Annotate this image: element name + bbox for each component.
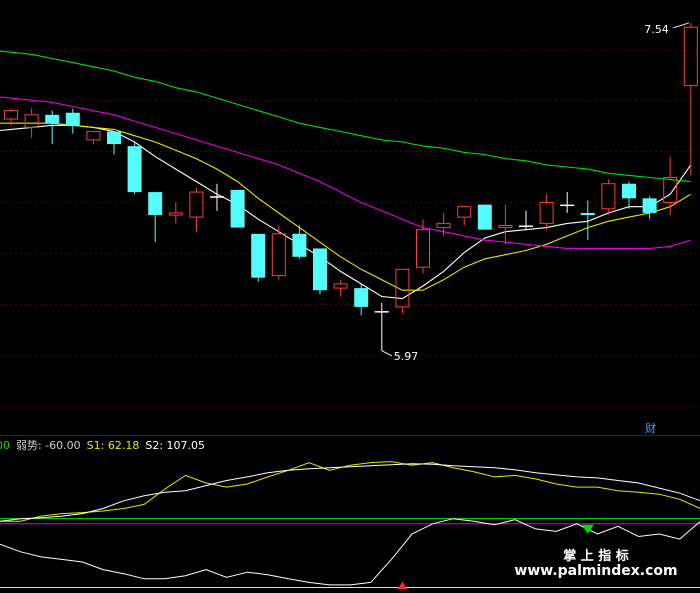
candle (45, 110, 60, 145)
candle (189, 187, 204, 232)
candle-body (416, 229, 430, 268)
candle-body (251, 233, 266, 278)
candle-body (107, 131, 121, 145)
indicator-line-1 (0, 463, 700, 522)
candle-body (210, 196, 224, 198)
candle-body (663, 176, 678, 204)
candle (560, 192, 575, 213)
candle-body (65, 112, 80, 126)
signal-marker (581, 524, 594, 534)
candle (4, 108, 18, 126)
candle (230, 189, 245, 228)
candle (168, 202, 183, 224)
candle (148, 192, 163, 243)
candle-body (374, 311, 389, 313)
candle (354, 283, 369, 316)
indicator-legend: 00 弱势: -60.00 S1: 62.18 S2: 107.05 (0, 439, 205, 452)
candle (210, 183, 224, 211)
candle-body (519, 225, 533, 227)
high-price-label: 7.54 (644, 23, 669, 36)
candle (313, 248, 327, 295)
candle (107, 131, 121, 155)
ma-line-0 (0, 124, 692, 300)
indicator-markers (397, 524, 594, 590)
candle-body (24, 114, 39, 128)
candle (683, 22, 698, 176)
candle-body (333, 283, 348, 289)
candle-body (477, 204, 492, 230)
candle (292, 225, 307, 259)
candle-body (354, 288, 369, 307)
high-pointer (672, 22, 689, 29)
price-annotations: 7.54 5.97 财 (381, 22, 689, 435)
candle-body (168, 212, 183, 216)
candle (457, 206, 472, 226)
candle-body (230, 189, 245, 228)
indicator-reference-lines (0, 518, 700, 588)
legend-entry: S2: 107.05 (145, 439, 205, 452)
main-panel-grid (0, 50, 700, 407)
watermark: 掌 上 指 标 www.palmindex.com (514, 548, 677, 579)
candle (622, 181, 636, 209)
candle-body (601, 183, 616, 210)
candle-body (498, 224, 513, 229)
candlesticks (4, 22, 698, 351)
ma-line-1 (0, 122, 692, 291)
candle (601, 179, 616, 216)
ma-line-2 (0, 96, 691, 249)
legend-entry: 弱势: -60.00 (16, 439, 81, 452)
candle (127, 141, 142, 195)
legend-entry: S1: 62.18 (87, 439, 140, 452)
candle-body (622, 183, 636, 199)
candle-body (189, 191, 204, 218)
candle-body (86, 131, 101, 141)
watermark-url: www.palmindex.com (514, 563, 677, 579)
candle-body (457, 206, 472, 218)
candle (24, 108, 39, 138)
candle-body (45, 114, 60, 124)
candle (333, 279, 348, 297)
candle-body (642, 198, 657, 213)
candle-body (580, 212, 595, 216)
candle (86, 131, 101, 145)
ma-line-3 (0, 50, 691, 183)
candle (580, 200, 595, 241)
candle (663, 156, 678, 216)
candle (539, 194, 554, 230)
candle (65, 108, 80, 134)
candle-body (292, 233, 307, 257)
candle-body (683, 26, 698, 87)
candle-body (313, 248, 327, 291)
candle (477, 204, 492, 230)
candle (374, 302, 389, 351)
legend-entry: 00 (0, 439, 10, 452)
candle-body (148, 192, 163, 216)
candle (436, 212, 451, 236)
candle (395, 268, 410, 314)
candle (271, 225, 286, 280)
candle (416, 219, 430, 274)
candle-body (560, 204, 575, 207)
finance-marker: 财 (645, 421, 656, 435)
low-pointer (381, 350, 393, 357)
candle-body (127, 146, 142, 193)
candle (498, 204, 513, 245)
moving-average-lines (0, 50, 692, 300)
candle (519, 210, 533, 230)
signal-marker (397, 581, 408, 590)
candle-body (271, 233, 286, 277)
candle (251, 233, 266, 282)
candle-body (395, 268, 410, 308)
watermark-title: 掌 上 指 标 (563, 548, 629, 564)
candle-body (539, 202, 554, 224)
candle-body (436, 222, 451, 229)
candle (642, 196, 657, 220)
indicator-line-0 (0, 461, 700, 522)
low-price-label: 5.97 (394, 350, 419, 363)
candle-body (4, 110, 18, 120)
